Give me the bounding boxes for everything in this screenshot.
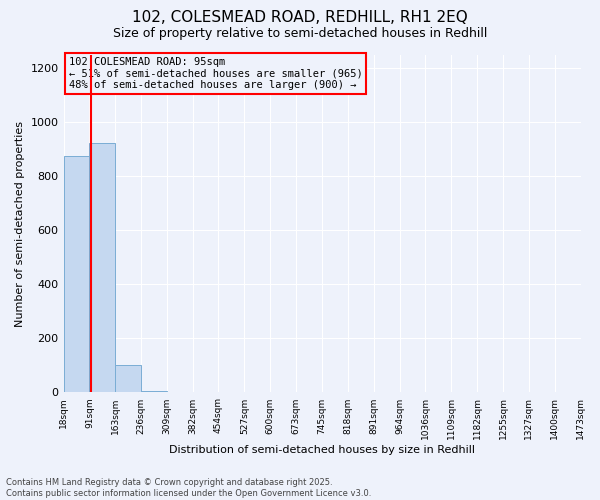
Text: 102 COLESMEAD ROAD: 95sqm
← 51% of semi-detached houses are smaller (965)
48% of: 102 COLESMEAD ROAD: 95sqm ← 51% of semi-…: [69, 56, 362, 90]
Bar: [141, 391, 167, 392]
Bar: [115, 366, 141, 392]
Y-axis label: Number of semi-detached properties: Number of semi-detached properties: [15, 120, 25, 326]
Text: 102, COLESMEAD ROAD, REDHILL, RH1 2EQ: 102, COLESMEAD ROAD, REDHILL, RH1 2EQ: [132, 10, 468, 25]
Bar: [64, 156, 89, 392]
Text: Contains HM Land Registry data © Crown copyright and database right 2025.
Contai: Contains HM Land Registry data © Crown c…: [6, 478, 371, 498]
Bar: [89, 142, 115, 392]
X-axis label: Distribution of semi-detached houses by size in Redhill: Distribution of semi-detached houses by …: [169, 445, 475, 455]
Text: Size of property relative to semi-detached houses in Redhill: Size of property relative to semi-detach…: [113, 28, 487, 40]
